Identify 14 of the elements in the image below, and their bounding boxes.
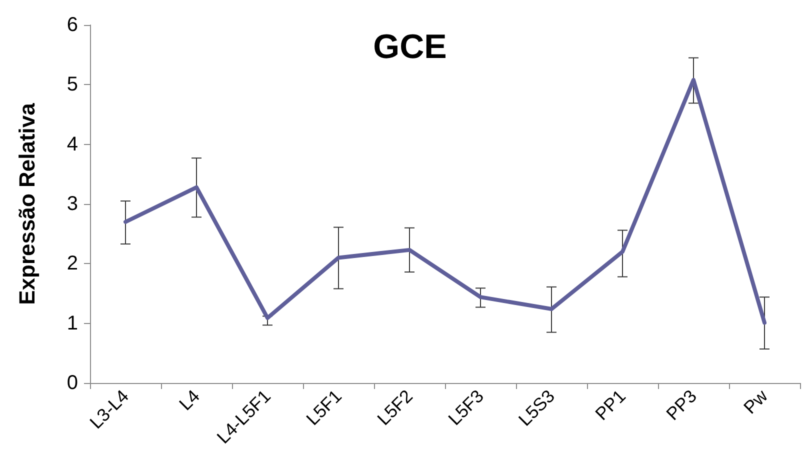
y-tick-label: 4 bbox=[66, 133, 78, 156]
y-tick-label: 5 bbox=[66, 74, 78, 96]
y-tick-label: 1 bbox=[66, 312, 78, 334]
y-tick-label: 3 bbox=[66, 193, 78, 215]
y-tick-label: 2 bbox=[66, 252, 78, 275]
x-tick-label: Pw bbox=[740, 385, 772, 418]
x-tick-label: PP3 bbox=[662, 386, 701, 424]
chart-title: GCE bbox=[373, 28, 447, 66]
line-series bbox=[124, 78, 766, 325]
x-tick-label: PP1 bbox=[591, 386, 630, 424]
y-axis-title: Expressão Relativa bbox=[14, 102, 40, 305]
y-tick-label: 0 bbox=[66, 372, 78, 394]
x-tick-label: L4 bbox=[175, 386, 204, 414]
y-tick-label: 6 bbox=[66, 14, 78, 36]
